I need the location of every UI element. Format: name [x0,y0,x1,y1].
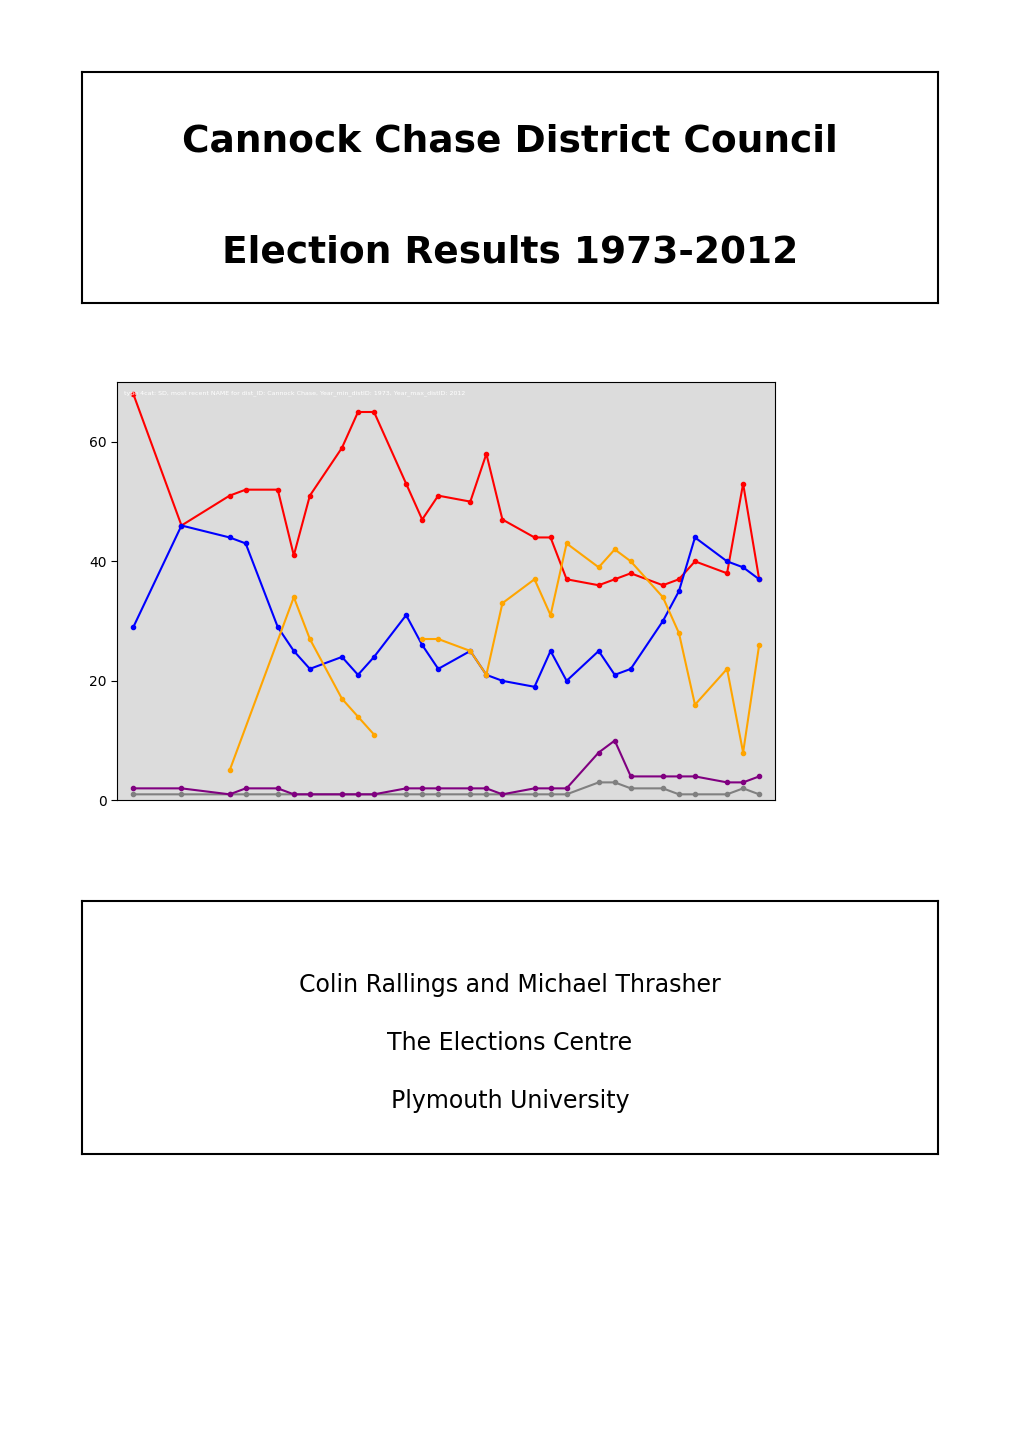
Text: type 4cat: SD, most recent NAME for dist_ID: Cannock Chase, Year_min_distID: 197: type 4cat: SD, most recent NAME for dist… [123,391,465,397]
Text: Cannock Chase District Council: Cannock Chase District Council [182,124,837,159]
Text: The Elections Centre: The Elections Centre [387,1031,632,1054]
Text: Colin Rallings and Michael Thrasher: Colin Rallings and Michael Thrasher [299,972,720,996]
Text: Election Results 1973-2012: Election Results 1973-2012 [222,234,797,270]
Text: Plymouth University: Plymouth University [390,1089,629,1113]
